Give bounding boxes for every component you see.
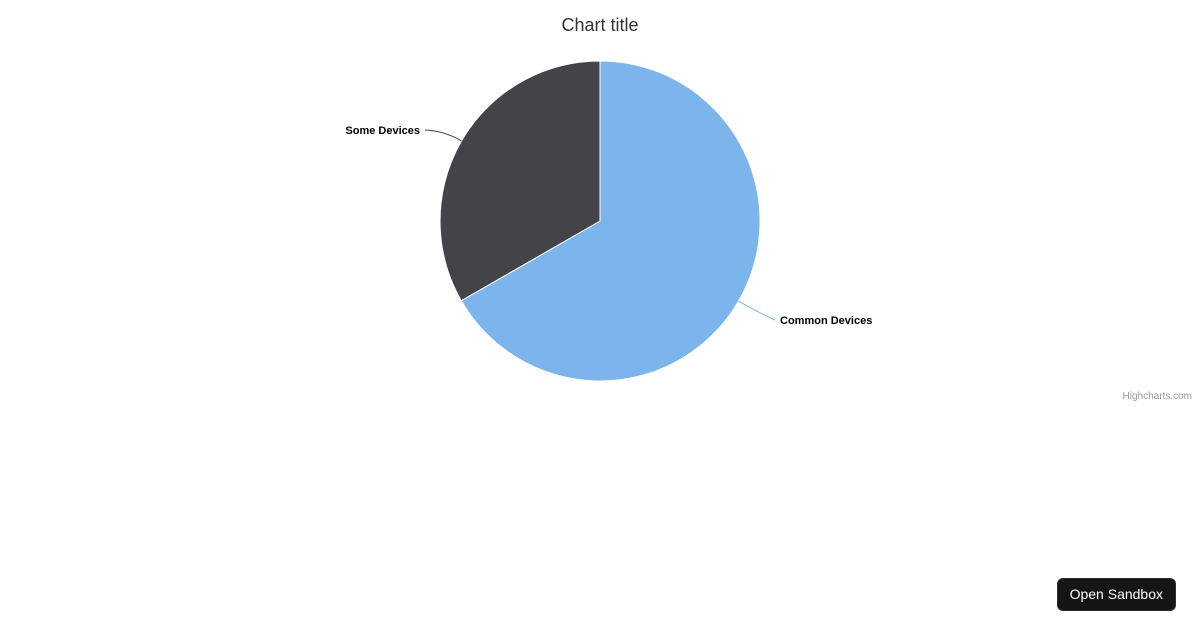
pie-chart: Chart title Common Devices Some Devices H… [345, 15, 1192, 402]
open-sandbox-button[interactable]: Open Sandbox [1056, 578, 1176, 611]
data-label-some-devices: Some Devices [345, 125, 420, 137]
pie-slice-some-devices[interactable] [439, 60, 601, 302]
data-label-connector-some-devices [424, 129, 462, 142]
data-label-common-devices: Common Devices [780, 315, 872, 327]
pie-svg: Common Devices Some Devices [345, 60, 872, 382]
data-label-connector-common-devices [738, 300, 776, 321]
chart-title: Chart title [561, 15, 639, 35]
highcharts-credits-link[interactable]: Highcharts.com [1122, 391, 1192, 402]
